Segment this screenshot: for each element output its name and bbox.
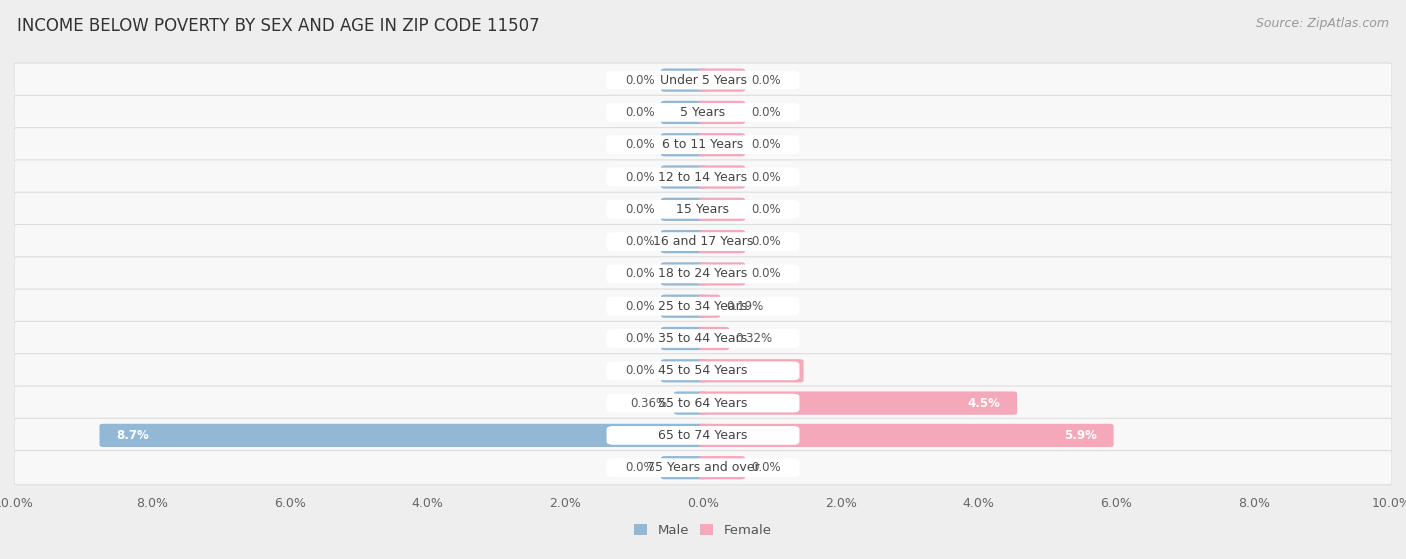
FancyBboxPatch shape [606, 103, 800, 122]
FancyBboxPatch shape [699, 133, 745, 157]
Text: 1.4%: 1.4% [754, 364, 787, 377]
FancyBboxPatch shape [606, 264, 800, 283]
Text: 0.36%: 0.36% [631, 396, 668, 410]
FancyBboxPatch shape [699, 69, 745, 92]
Text: 0.0%: 0.0% [626, 74, 655, 87]
Text: 5.9%: 5.9% [1064, 429, 1097, 442]
FancyBboxPatch shape [606, 135, 800, 154]
FancyBboxPatch shape [606, 426, 800, 445]
Text: 55 to 64 Years: 55 to 64 Years [658, 396, 748, 410]
Text: 0.0%: 0.0% [751, 267, 780, 281]
Text: 65 to 74 Years: 65 to 74 Years [658, 429, 748, 442]
FancyBboxPatch shape [606, 232, 800, 251]
Text: 8.7%: 8.7% [117, 429, 149, 442]
FancyBboxPatch shape [699, 424, 1114, 447]
Text: 0.0%: 0.0% [626, 332, 655, 345]
FancyBboxPatch shape [661, 69, 707, 92]
Text: INCOME BELOW POVERTY BY SEX AND AGE IN ZIP CODE 11507: INCOME BELOW POVERTY BY SEX AND AGE IN Z… [17, 17, 540, 35]
Text: 18 to 24 Years: 18 to 24 Years [658, 267, 748, 281]
FancyBboxPatch shape [606, 329, 800, 348]
FancyBboxPatch shape [661, 165, 707, 188]
Text: 0.0%: 0.0% [626, 461, 655, 474]
Text: 0.0%: 0.0% [626, 364, 655, 377]
FancyBboxPatch shape [661, 456, 707, 479]
Text: Source: ZipAtlas.com: Source: ZipAtlas.com [1256, 17, 1389, 30]
FancyBboxPatch shape [673, 391, 707, 415]
FancyBboxPatch shape [100, 424, 707, 447]
FancyBboxPatch shape [699, 198, 745, 221]
FancyBboxPatch shape [661, 133, 707, 157]
FancyBboxPatch shape [14, 257, 1392, 291]
Text: 0.19%: 0.19% [727, 300, 763, 312]
FancyBboxPatch shape [699, 165, 745, 188]
FancyBboxPatch shape [14, 451, 1392, 485]
FancyBboxPatch shape [661, 262, 707, 286]
FancyBboxPatch shape [699, 391, 1017, 415]
Text: 0.0%: 0.0% [751, 138, 780, 151]
FancyBboxPatch shape [14, 160, 1392, 194]
Text: 6 to 11 Years: 6 to 11 Years [662, 138, 744, 151]
Text: 25 to 34 Years: 25 to 34 Years [658, 300, 748, 312]
Text: 0.0%: 0.0% [751, 74, 780, 87]
FancyBboxPatch shape [661, 198, 707, 221]
FancyBboxPatch shape [699, 456, 745, 479]
FancyBboxPatch shape [699, 327, 730, 350]
Text: 0.0%: 0.0% [751, 203, 780, 216]
FancyBboxPatch shape [661, 359, 707, 382]
Text: 12 to 14 Years: 12 to 14 Years [658, 170, 748, 183]
Text: 0.0%: 0.0% [626, 170, 655, 183]
Text: 0.32%: 0.32% [735, 332, 772, 345]
Text: 0.0%: 0.0% [751, 235, 780, 248]
Legend: Male, Female: Male, Female [628, 518, 778, 542]
FancyBboxPatch shape [606, 200, 800, 219]
FancyBboxPatch shape [661, 101, 707, 124]
Text: 5 Years: 5 Years [681, 106, 725, 119]
FancyBboxPatch shape [14, 418, 1392, 453]
FancyBboxPatch shape [606, 458, 800, 477]
FancyBboxPatch shape [606, 168, 800, 186]
FancyBboxPatch shape [14, 127, 1392, 162]
FancyBboxPatch shape [699, 101, 745, 124]
FancyBboxPatch shape [14, 225, 1392, 259]
Text: 0.0%: 0.0% [751, 170, 780, 183]
FancyBboxPatch shape [699, 359, 804, 382]
FancyBboxPatch shape [661, 230, 707, 253]
FancyBboxPatch shape [699, 295, 720, 318]
FancyBboxPatch shape [14, 321, 1392, 356]
FancyBboxPatch shape [661, 295, 707, 318]
FancyBboxPatch shape [14, 63, 1392, 97]
FancyBboxPatch shape [606, 71, 800, 89]
FancyBboxPatch shape [14, 95, 1392, 130]
Text: 45 to 54 Years: 45 to 54 Years [658, 364, 748, 377]
Text: 0.0%: 0.0% [626, 203, 655, 216]
Text: 35 to 44 Years: 35 to 44 Years [658, 332, 748, 345]
Text: 0.0%: 0.0% [626, 138, 655, 151]
Text: 15 Years: 15 Years [676, 203, 730, 216]
Text: 75 Years and over: 75 Years and over [647, 461, 759, 474]
Text: 0.0%: 0.0% [626, 300, 655, 312]
FancyBboxPatch shape [14, 386, 1392, 420]
Text: 0.0%: 0.0% [626, 106, 655, 119]
FancyBboxPatch shape [14, 289, 1392, 323]
FancyBboxPatch shape [699, 262, 745, 286]
Text: 16 and 17 Years: 16 and 17 Years [652, 235, 754, 248]
FancyBboxPatch shape [606, 394, 800, 413]
FancyBboxPatch shape [606, 297, 800, 316]
FancyBboxPatch shape [14, 354, 1392, 388]
Text: 0.0%: 0.0% [626, 267, 655, 281]
FancyBboxPatch shape [661, 327, 707, 350]
Text: 4.5%: 4.5% [967, 396, 1001, 410]
FancyBboxPatch shape [14, 192, 1392, 226]
Text: 0.0%: 0.0% [751, 461, 780, 474]
FancyBboxPatch shape [699, 230, 745, 253]
FancyBboxPatch shape [606, 362, 800, 380]
Text: 0.0%: 0.0% [751, 106, 780, 119]
Text: Under 5 Years: Under 5 Years [659, 74, 747, 87]
Text: 0.0%: 0.0% [626, 235, 655, 248]
